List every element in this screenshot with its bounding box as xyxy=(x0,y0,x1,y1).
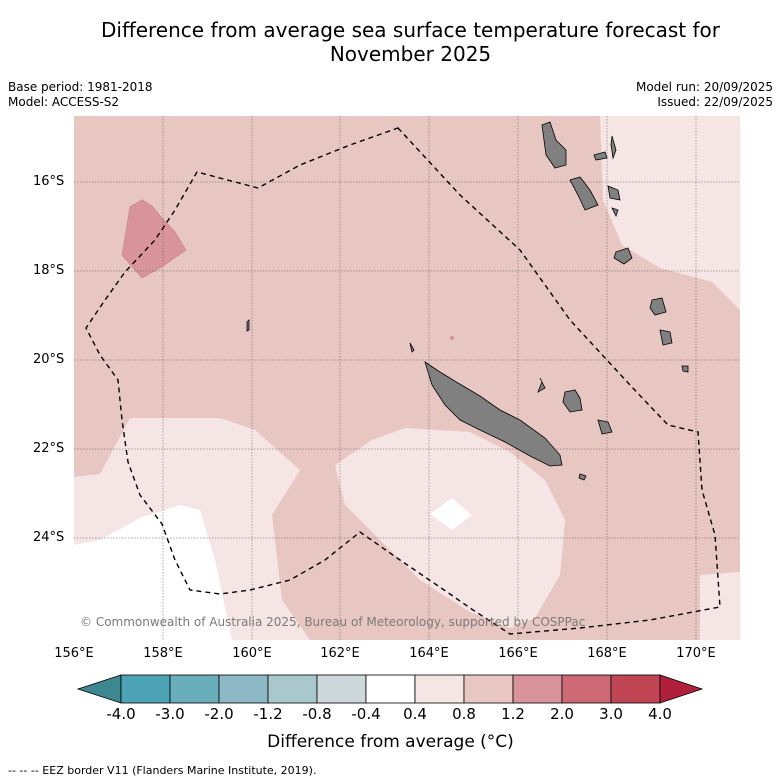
x-tick-156e: 156°E xyxy=(54,646,94,661)
eez-legend-footer: -- -- -- EEZ border V11 (Flanders Marine… xyxy=(8,764,317,777)
land-new-caledonia xyxy=(424,361,563,467)
model-name: Model: ACCESS-S2 xyxy=(8,95,120,109)
cb-tick-8: 1.2 xyxy=(501,705,525,723)
cb-tick-7: 0.8 xyxy=(452,705,476,723)
anomaly-field-ne-0-4-0-8 xyxy=(600,116,740,310)
anomaly-field-1-2-2-0 xyxy=(121,199,187,279)
x-tick-164e: 164°E xyxy=(409,646,449,661)
cb-tick-11: 4.0 xyxy=(648,705,672,723)
colorbar-swatch-10 xyxy=(610,674,661,704)
colorbar-swatch-9 xyxy=(561,674,612,704)
cb-tick-3: -1.2 xyxy=(253,705,283,723)
land-erromango xyxy=(649,297,667,316)
land-efate xyxy=(613,247,633,265)
land-islet xyxy=(409,342,415,353)
colorbar-swatch-1 xyxy=(169,674,220,704)
colorbar-title: Difference from average (°C) xyxy=(267,732,514,752)
colorbar-swatch-0 xyxy=(120,674,171,704)
cb-tick-4: -0.8 xyxy=(302,705,332,723)
colorbar-extend-max xyxy=(659,674,704,704)
colorbar-extend-min xyxy=(76,674,122,704)
issued-date: Issued: 22/09/2025 xyxy=(657,95,773,109)
x-tick-162e: 162°E xyxy=(320,646,360,661)
anomaly-field-neutral-diamond xyxy=(430,498,472,530)
anomaly-dot xyxy=(450,336,454,340)
copyright: © Commonwealth of Australia 2025, Bureau… xyxy=(80,615,586,629)
map-plot xyxy=(74,116,740,640)
land-ambrym xyxy=(607,185,621,201)
colorbar-swatch-2 xyxy=(218,674,269,704)
land-tanna xyxy=(659,329,673,346)
colorbar-swatch-5 xyxy=(365,674,416,704)
cb-tick-1: -3.0 xyxy=(155,705,185,723)
colorbar-swatch-3 xyxy=(267,674,318,704)
meta-right: Model run: 20/09/2025 Issued: 22/09/2025 xyxy=(636,80,773,110)
cb-tick-6: 0.4 xyxy=(403,705,427,723)
base-period: Base period: 1981-2018 xyxy=(8,80,153,94)
land-ambae xyxy=(593,151,608,161)
land-malekula xyxy=(569,176,599,211)
colorbar xyxy=(76,674,704,704)
colorbar-swatch-4 xyxy=(316,674,367,704)
y-tick-18s: 18°S xyxy=(33,263,65,278)
land-ouvea xyxy=(537,377,546,393)
anomaly-field-se-0-4-0-8 xyxy=(700,572,740,640)
cb-tick-9: 2.0 xyxy=(550,705,574,723)
colorbar-swatch-7 xyxy=(463,674,514,704)
map-title: Difference from average sea surface temp… xyxy=(0,18,781,66)
x-tick-166e: 166°E xyxy=(498,646,538,661)
x-tick-170e: 170°E xyxy=(676,646,716,661)
map-title-line1: Difference from average sea surface temp… xyxy=(100,18,720,42)
anomaly-field-sw-neutral xyxy=(74,505,232,640)
land-espiritu-santo xyxy=(541,121,567,169)
y-tick-20s: 20°S xyxy=(33,352,65,367)
cb-tick-0: -4.0 xyxy=(106,705,136,723)
x-tick-158e: 158°E xyxy=(143,646,183,661)
cb-tick-10: 3.0 xyxy=(599,705,623,723)
graticule xyxy=(74,116,740,640)
land-epi xyxy=(611,207,619,218)
colorbar-swatch-8 xyxy=(512,674,563,704)
land-walpole xyxy=(578,473,587,481)
cb-tick-5: -0.4 xyxy=(351,705,381,723)
land-mare xyxy=(597,419,613,435)
y-tick-16s: 16°S xyxy=(33,174,65,189)
cb-tick-2: -2.0 xyxy=(204,705,234,723)
land-chesterfield xyxy=(246,319,250,332)
y-tick-24s: 24°S xyxy=(33,530,65,545)
y-tick-22s: 22°S xyxy=(33,441,65,456)
meta-left: Base period: 1981-2018 Model: ACCESS-S2 xyxy=(8,80,153,110)
model-run: Model run: 20/09/2025 xyxy=(635,80,773,94)
land-aneityum xyxy=(681,365,689,373)
land-maewo xyxy=(610,135,617,160)
x-tick-160e: 160°E xyxy=(232,646,272,661)
x-tick-168e: 168°E xyxy=(587,646,627,661)
map-title-line2: November 2025 xyxy=(329,42,492,66)
eez-border xyxy=(85,127,721,635)
colorbar-swatch-6 xyxy=(414,674,465,704)
land-lifou xyxy=(562,389,583,413)
